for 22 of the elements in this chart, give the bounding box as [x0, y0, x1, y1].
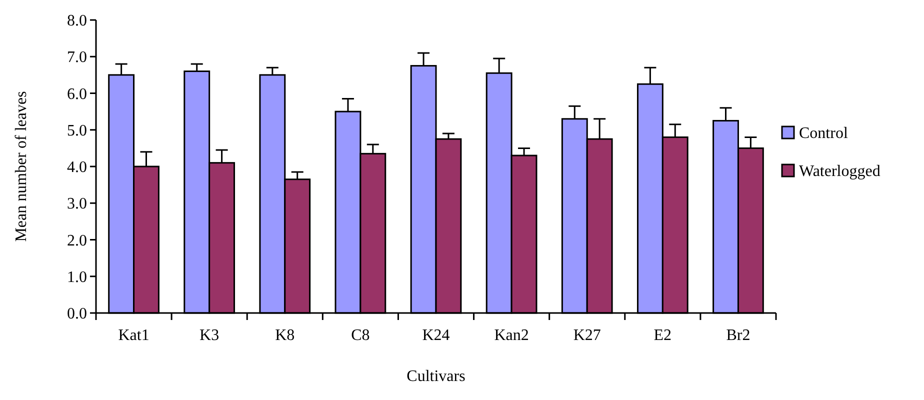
legend-label: Control [799, 125, 848, 142]
x-tick-label: K27 [573, 327, 601, 344]
y-tick-label: 7.0 [67, 49, 87, 66]
y-tick-label: 8.0 [67, 12, 87, 30]
x-axis-title: Cultivars [406, 368, 466, 385]
y-axis-title: Mean number of leaves [13, 91, 30, 242]
x-tick-label: Kat1 [118, 327, 150, 344]
x-tick-label: C8 [351, 327, 370, 344]
x-tick-label: K24 [422, 327, 450, 344]
x-tick-label: E2 [654, 327, 672, 344]
y-tick-label: 6.0 [67, 86, 87, 103]
y-tick-label: 2.0 [67, 232, 87, 250]
x-tick-label: Br2 [726, 327, 750, 344]
x-tick-label: K8 [275, 327, 295, 344]
y-tick-label: 3.0 [67, 196, 87, 213]
y-tick-label: 1.0 [67, 268, 87, 286]
legend-label: Waterlogged [799, 163, 880, 180]
y-tick-label: 0.0 [67, 306, 87, 323]
x-tick-label: K3 [200, 327, 220, 344]
y-tick-label: 4.0 [67, 159, 87, 176]
y-tick-label: 5.0 [67, 122, 87, 140]
x-tick-label: Kan2 [494, 327, 529, 344]
